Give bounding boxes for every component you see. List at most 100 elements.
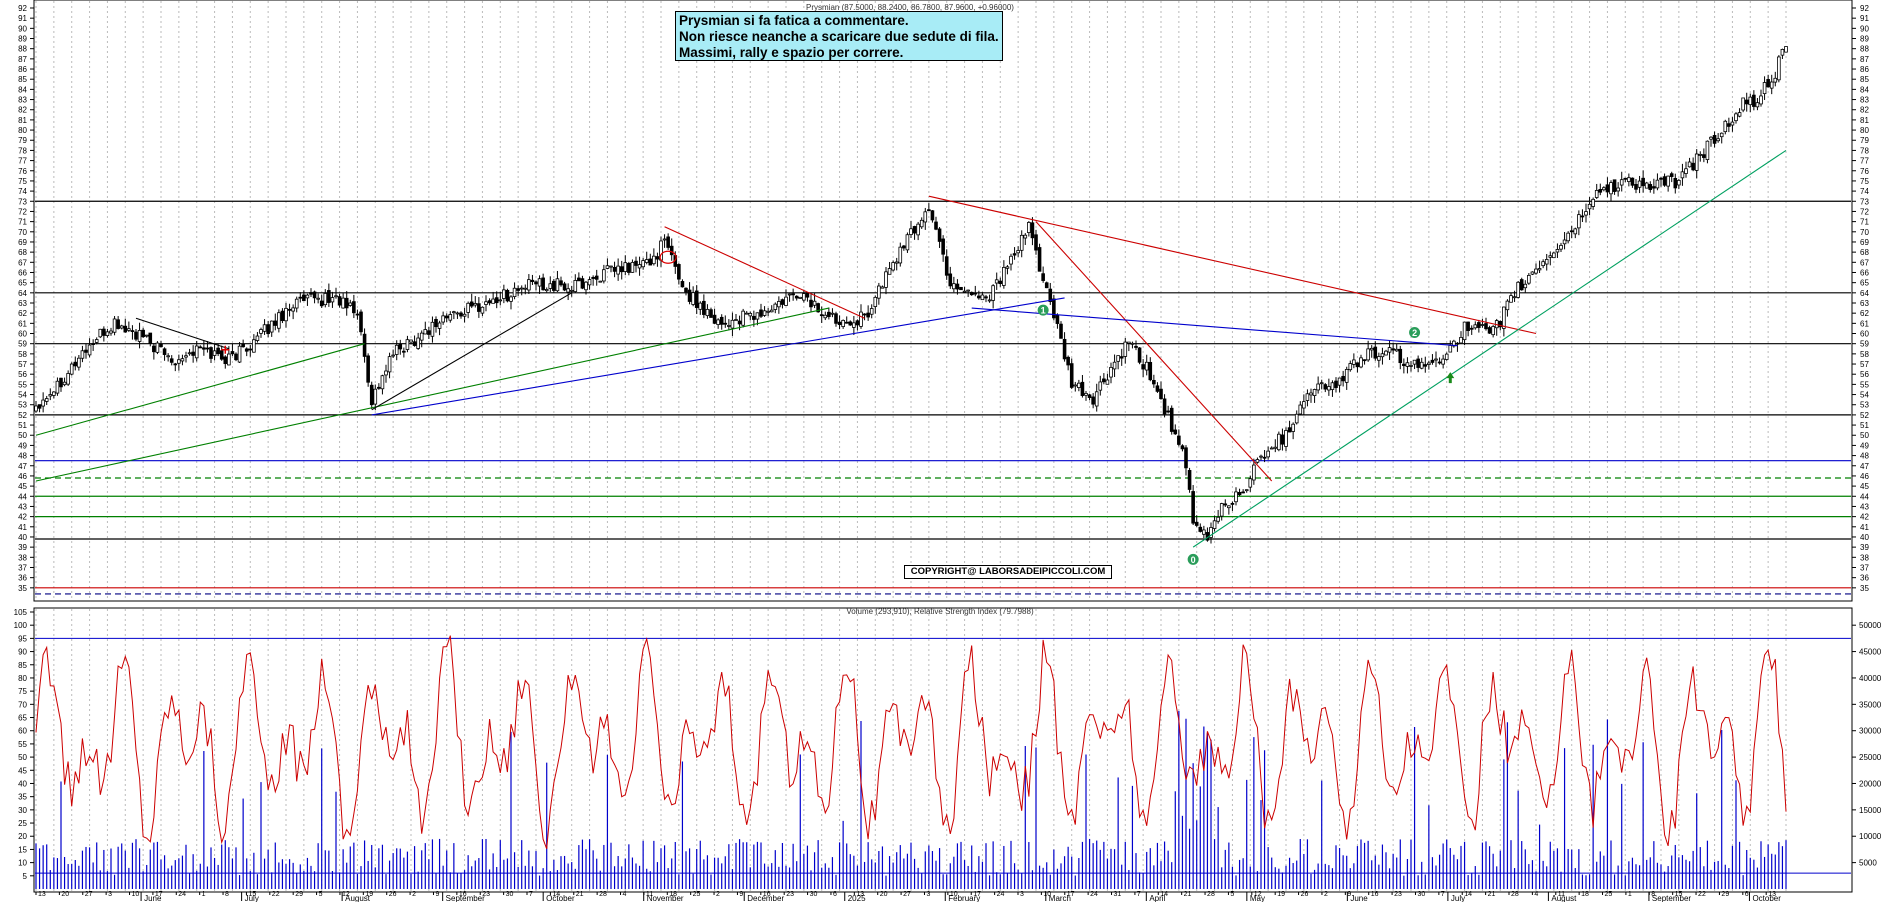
y-tick-label-left: 63: [18, 299, 27, 308]
volume-tick-label: 20000: [1859, 779, 1882, 788]
candle-body: [1344, 369, 1349, 383]
candle-body: [1102, 378, 1106, 383]
candle-body: [587, 279, 592, 286]
y-tick-label-left: 47: [18, 462, 27, 471]
candle-body: [77, 357, 81, 368]
candle-body: [59, 377, 63, 388]
candle-body: [452, 311, 456, 314]
candle-body: [334, 295, 338, 298]
day-tick-label: 23: [1394, 891, 1402, 898]
day-tick-label: 14: [552, 891, 560, 898]
highlight-ellipse: [659, 250, 677, 264]
candle-body: [1580, 215, 1585, 218]
y-tick-label-right: 65: [1860, 279, 1869, 288]
day-tick-label: 13: [38, 891, 46, 898]
candle-body: [1605, 184, 1610, 193]
month-label: August: [345, 894, 371, 902]
candle-body: [1748, 96, 1753, 106]
candle-body: [1198, 526, 1203, 532]
candle-body: [1409, 365, 1413, 367]
y-tick-label-left: 74: [18, 187, 27, 196]
candle-body: [1059, 323, 1063, 339]
candle-body: [359, 311, 363, 333]
candle-body: [1052, 298, 1056, 319]
candle-body: [1434, 358, 1438, 361]
annotation-line-1: Prysmian si fa fatica a commentare.: [679, 13, 909, 28]
candle-body: [537, 278, 542, 287]
candle-body: [666, 236, 670, 248]
candle-body: [794, 295, 799, 299]
candle-body: [759, 309, 763, 317]
candle-body: [584, 281, 588, 291]
candle-body: [1737, 112, 1742, 117]
candle-body: [1298, 404, 1303, 415]
candle-body: [480, 306, 485, 314]
candle-body: [1362, 359, 1367, 362]
day-tick-label: 21: [576, 891, 584, 898]
candle-body: [687, 289, 692, 302]
y-tick-label-right: 89: [1860, 35, 1869, 44]
candle-body: [1109, 367, 1113, 378]
volume-tick-label: 25000: [1859, 753, 1882, 762]
candle-body: [744, 312, 749, 315]
candle-body: [627, 262, 631, 273]
candle-body: [1727, 123, 1731, 127]
rsi-tick-label: 35: [18, 793, 27, 802]
candle-body: [909, 228, 913, 235]
candle-body: [991, 285, 995, 301]
candle-body: [502, 289, 506, 299]
candle-body: [44, 398, 49, 402]
candle-body: [1284, 430, 1288, 447]
candle-body: [1119, 356, 1124, 359]
month-label: May: [1250, 894, 1265, 902]
candle-body: [94, 339, 99, 343]
candle-body: [1559, 244, 1563, 250]
y-tick-label-right: 75: [1860, 177, 1869, 186]
candle-body: [509, 296, 513, 302]
candle-body: [441, 315, 445, 323]
day-tick-label: 30: [1417, 891, 1425, 898]
month-label: 2025: [848, 894, 866, 902]
candle-body: [141, 329, 145, 338]
candle-body: [112, 318, 117, 333]
y-tick-label-left: 65: [18, 279, 27, 288]
candle-body: [1766, 79, 1770, 88]
candle-body: [1137, 347, 1142, 363]
candle-body: [1384, 350, 1388, 356]
day-tick-label: 20: [880, 891, 888, 898]
candle-body: [1044, 282, 1049, 289]
candle-body: [684, 287, 688, 293]
candle-body: [1662, 176, 1667, 186]
candle-body: [266, 324, 270, 335]
candle-body: [409, 339, 413, 343]
candle-body: [1734, 113, 1738, 122]
day-tick-label: 11: [1558, 891, 1565, 898]
candle-body: [148, 332, 153, 344]
candle-body: [1498, 320, 1503, 328]
y-tick-label-left: 50: [18, 431, 27, 440]
day-tick-label: 22: [272, 891, 280, 898]
volume-rsi-panel: 5 10 15 20 25 30 35 40 45 50 55 60 65 70 75 80 85 90 95 100…: [14, 608, 1882, 889]
day-tick-label: 21: [1488, 891, 1496, 898]
day-tick-label: 8: [1651, 891, 1655, 898]
y-tick-label-right: 38: [1860, 553, 1869, 562]
day-tick-label: 4: [623, 891, 627, 898]
candle-body: [1259, 455, 1263, 458]
y-tick-label-right: 73: [1860, 197, 1869, 206]
candle-body: [1187, 470, 1192, 490]
candle-body: [694, 290, 699, 308]
candle-body: [752, 315, 756, 320]
y-tick-label-left: 82: [18, 106, 27, 115]
y-tick-label-left: 75: [18, 177, 27, 186]
candle-body: [1241, 491, 1245, 494]
candle-body: [530, 279, 535, 283]
candle-body: [1255, 459, 1260, 463]
candle-body: [619, 266, 624, 273]
y-tick-label-left: 79: [18, 136, 27, 145]
candle-body: [1302, 401, 1306, 409]
candle-body: [527, 279, 531, 291]
wave-label-circle: [1187, 553, 1199, 565]
month-label: April: [1149, 894, 1165, 902]
y-tick-label-left: 60: [18, 330, 27, 339]
candle-body: [930, 210, 935, 221]
